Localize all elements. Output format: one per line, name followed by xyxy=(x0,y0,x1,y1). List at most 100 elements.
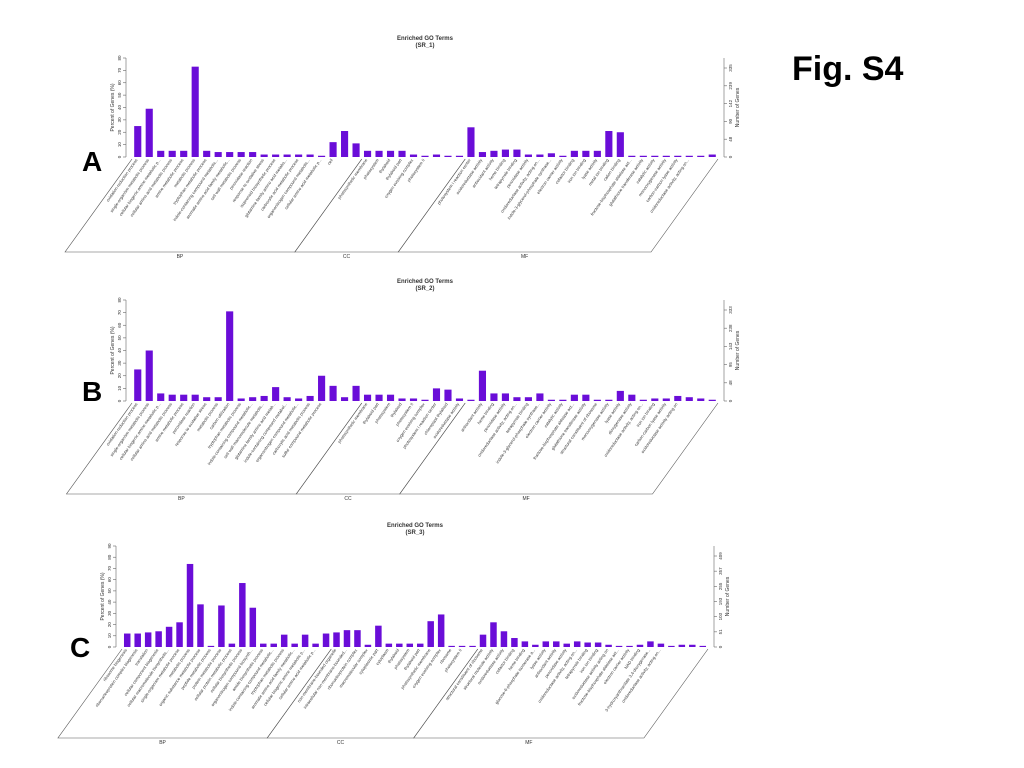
bar xyxy=(406,643,414,647)
y-tick-label: 10 xyxy=(107,633,112,639)
bar xyxy=(697,398,705,401)
bar xyxy=(501,393,509,401)
y2-axis-label: Number of Genes xyxy=(735,330,741,370)
bar xyxy=(628,394,636,401)
y2-tick-label: 357 xyxy=(718,567,723,575)
bar xyxy=(197,604,204,647)
bar xyxy=(536,154,544,157)
bar xyxy=(697,155,705,157)
chart-subtitle: (SR_3) xyxy=(405,530,424,536)
bar xyxy=(699,645,707,647)
y2-tick-label: 95 xyxy=(728,362,733,368)
figure-label: Fig. S4 xyxy=(792,50,904,88)
bar xyxy=(186,563,194,647)
bar xyxy=(570,150,578,157)
bar xyxy=(593,399,601,401)
bar xyxy=(626,645,633,647)
bar xyxy=(354,630,361,647)
y2-axis-label: Number of Genes xyxy=(725,576,731,616)
y-axis-label: Percent of Genes (%) xyxy=(110,83,116,131)
bar xyxy=(657,643,665,647)
bar xyxy=(226,311,234,401)
bar xyxy=(375,394,383,401)
bar xyxy=(386,394,395,401)
bar xyxy=(524,397,532,401)
y-tick-label: 40 xyxy=(117,105,122,111)
bar xyxy=(272,387,280,401)
bar xyxy=(260,643,267,647)
panel-letter-b: B xyxy=(82,376,103,407)
bar xyxy=(573,641,581,647)
bar xyxy=(228,643,236,647)
y-tick-label: 70 xyxy=(117,310,122,316)
bar xyxy=(203,397,211,401)
bar xyxy=(542,641,550,647)
y-tick-label: 60 xyxy=(107,577,112,583)
y2-axis-label: Number of Genes xyxy=(735,87,741,127)
bar xyxy=(295,398,303,401)
bar xyxy=(343,630,351,647)
bar xyxy=(651,398,659,401)
bar xyxy=(145,350,153,401)
y2-tick-label: 255 xyxy=(718,582,723,590)
bar xyxy=(301,634,309,647)
y-tick-label: 60 xyxy=(117,322,122,328)
chart-title: Enriched GO Terms xyxy=(397,36,454,42)
y-tick-label: 30 xyxy=(117,360,122,366)
bar xyxy=(513,149,521,157)
bar xyxy=(191,394,199,401)
y-tick-label: 20 xyxy=(117,373,122,379)
y2-tick-label: 103 xyxy=(718,612,723,620)
bar xyxy=(616,132,624,157)
panel-letter-a: A xyxy=(82,146,103,177)
bar xyxy=(329,142,337,157)
bar xyxy=(322,633,330,647)
bar xyxy=(559,155,567,157)
bar xyxy=(134,633,141,647)
y-tick-label: 20 xyxy=(107,622,112,628)
y2-tick-label: 51 xyxy=(718,629,723,635)
bar xyxy=(333,632,340,647)
bar xyxy=(582,394,590,401)
chart-title: Enriched GO Terms xyxy=(387,523,444,529)
bar xyxy=(547,399,555,401)
bar xyxy=(386,150,395,157)
bar xyxy=(479,634,487,647)
bar xyxy=(678,644,686,647)
y-tick-label: 10 xyxy=(117,142,122,148)
bar xyxy=(615,645,623,647)
bar xyxy=(270,643,277,647)
y-tick-label: 90 xyxy=(107,543,112,549)
bar xyxy=(668,645,675,647)
bar xyxy=(144,632,152,647)
bar xyxy=(260,395,268,401)
bar xyxy=(237,152,245,157)
y2-tick-label: 409 xyxy=(718,552,723,560)
bar xyxy=(165,626,173,647)
y-tick-label: 40 xyxy=(107,599,112,605)
group-label: MF xyxy=(522,496,529,502)
y-tick-label: 60 xyxy=(117,80,122,86)
bar xyxy=(444,389,452,401)
bar xyxy=(559,399,567,401)
bar xyxy=(662,155,670,157)
bar xyxy=(570,394,578,401)
bar xyxy=(191,66,199,157)
y-tick-label: 50 xyxy=(107,588,112,594)
bar xyxy=(295,154,303,157)
group-bracket xyxy=(397,158,719,253)
bar xyxy=(306,154,314,157)
bar xyxy=(513,397,521,401)
bar xyxy=(689,644,696,647)
y-tick-label: 80 xyxy=(117,55,122,61)
group-bracket xyxy=(266,648,479,739)
bar xyxy=(478,370,487,401)
bar xyxy=(532,644,539,647)
chart-subtitle: (SR_2) xyxy=(415,286,434,292)
bar xyxy=(180,394,188,401)
group-label: BP xyxy=(178,496,185,502)
bar xyxy=(547,153,555,157)
y2-tick-label: 335 xyxy=(728,64,733,72)
